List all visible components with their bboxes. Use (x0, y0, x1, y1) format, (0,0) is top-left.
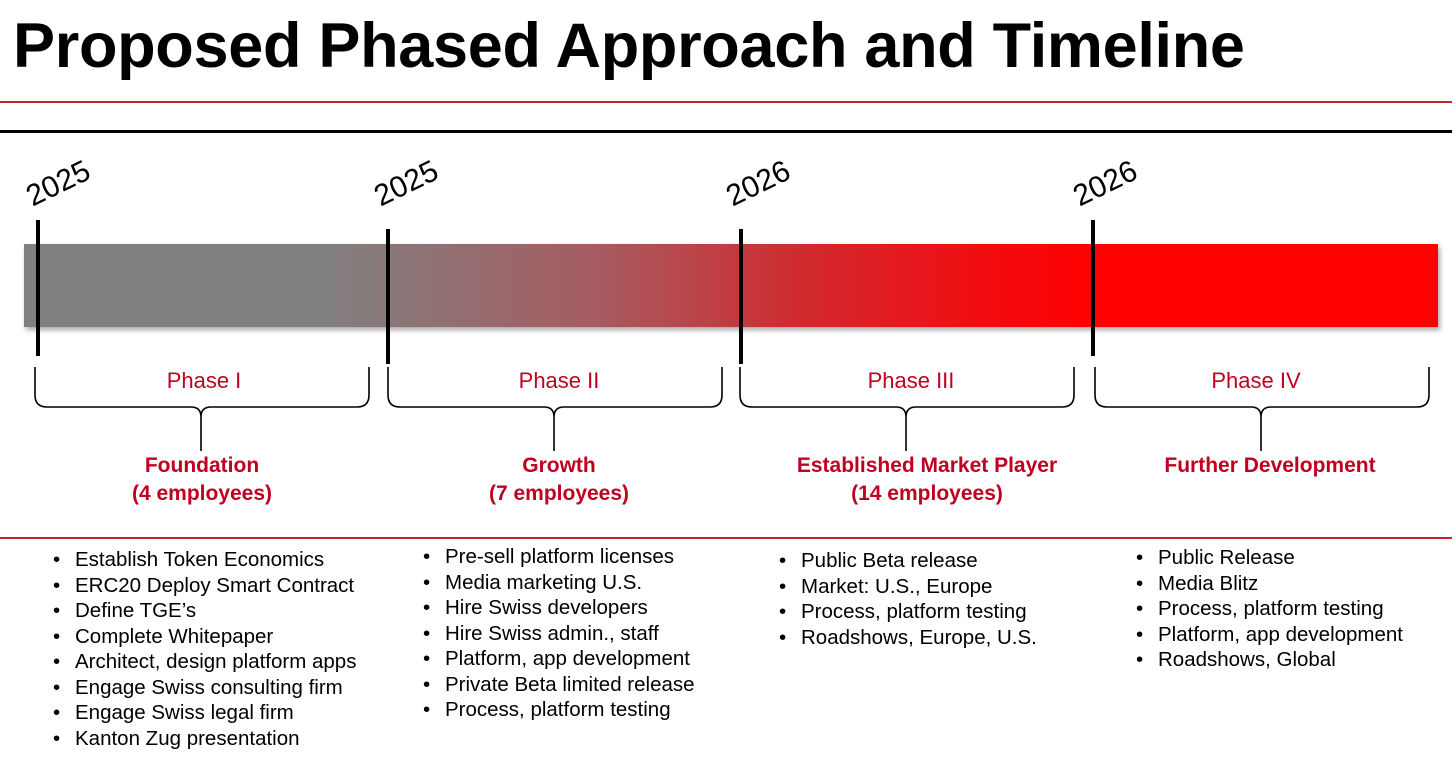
phase-1-task-list: Establish Token Economics ERC20 Deploy S… (51, 547, 356, 751)
phase-2-employees: (7 employees) (488, 482, 630, 505)
timeline-top-rule (0, 130, 1452, 133)
phase-2-label: Phase II (518, 368, 600, 393)
list-item: Kanton Zug presentation (51, 726, 356, 752)
list-item: Platform, app development (1134, 622, 1403, 648)
phase-3-employees: (14 employees) (851, 482, 1003, 505)
list-item: Pre-sell platform licenses (421, 544, 695, 570)
timeline-tick-phase-2 (386, 229, 390, 364)
list-item: Engage Swiss legal firm (51, 700, 356, 726)
list-item: Process, platform testing (421, 697, 695, 723)
timeline-tick-phase-4 (1091, 220, 1095, 356)
list-item: Hire Swiss admin., staff (421, 621, 695, 647)
phase-1-brace (34, 367, 370, 451)
phase-3-title: Established Market Player (14 employees) (757, 452, 1097, 508)
list-item: Hire Swiss developers (421, 595, 695, 621)
year-label-phase-1: 2025 (21, 154, 96, 214)
list-item: Establish Token Economics (51, 547, 356, 573)
list-item: Market: U.S., Europe (777, 574, 1037, 600)
year-label-phase-2: 2025 (369, 154, 444, 214)
timeline-bar (24, 244, 1438, 327)
phase-4-task-list: Public Release Media Blitz Process, plat… (1134, 545, 1403, 673)
list-item: Process, platform testing (1134, 596, 1403, 622)
timeline-tick-phase-3 (739, 229, 743, 364)
phase-2-brace (387, 367, 723, 451)
phase-1-label: Phase I (166, 368, 242, 393)
list-item: Private Beta limited release (421, 672, 695, 698)
list-item: Process, platform testing (777, 599, 1037, 625)
list-item: ERC20 Deploy Smart Contract (51, 573, 356, 599)
phase-3-brace (739, 367, 1075, 451)
phase-4-title: Further Development (1100, 452, 1440, 480)
phase-2-name: Growth (522, 454, 596, 477)
slide-title: Proposed Phased Approach and Timeline (13, 11, 1245, 81)
title-underline-red (0, 101, 1452, 103)
list-item: Engage Swiss consulting firm (51, 675, 356, 701)
phase-4-name: Further Development (1164, 454, 1376, 477)
phase-4-label: Phase IV (1211, 368, 1301, 393)
phase-1-title: Foundation (4 employees) (32, 452, 372, 508)
list-item: Complete Whitepaper (51, 624, 356, 650)
list-item: Roadshows, Europe, U.S. (777, 625, 1037, 651)
phase-2-task-list: Pre-sell platform licenses Media marketi… (421, 544, 695, 723)
phase-1-name: Foundation (144, 454, 260, 477)
year-label-phase-4: 2026 (1068, 154, 1143, 214)
list-item: Roadshows, Global (1134, 647, 1403, 673)
list-item: Architect, design platform apps (51, 649, 356, 675)
list-item: Public Release (1134, 545, 1403, 571)
phase-3-name: Established Market Player (796, 454, 1058, 477)
phase-2-title: Growth (7 employees) (389, 452, 729, 508)
list-item: Define TGE’s (51, 598, 356, 624)
phase-divider-rule (0, 537, 1452, 539)
phase-3-task-list: Public Beta release Market: U.S., Europe… (777, 548, 1037, 650)
list-item: Platform, app development (421, 646, 695, 672)
list-item: Media marketing U.S. (421, 570, 695, 596)
phase-4-brace (1094, 367, 1430, 451)
phase-1-employees: (4 employees) (131, 482, 273, 505)
timeline-tick-phase-1 (36, 220, 40, 356)
year-label-phase-3: 2026 (721, 154, 796, 214)
phase-3-label: Phase III (867, 368, 955, 393)
list-item: Public Beta release (777, 548, 1037, 574)
list-item: Media Blitz (1134, 571, 1403, 597)
